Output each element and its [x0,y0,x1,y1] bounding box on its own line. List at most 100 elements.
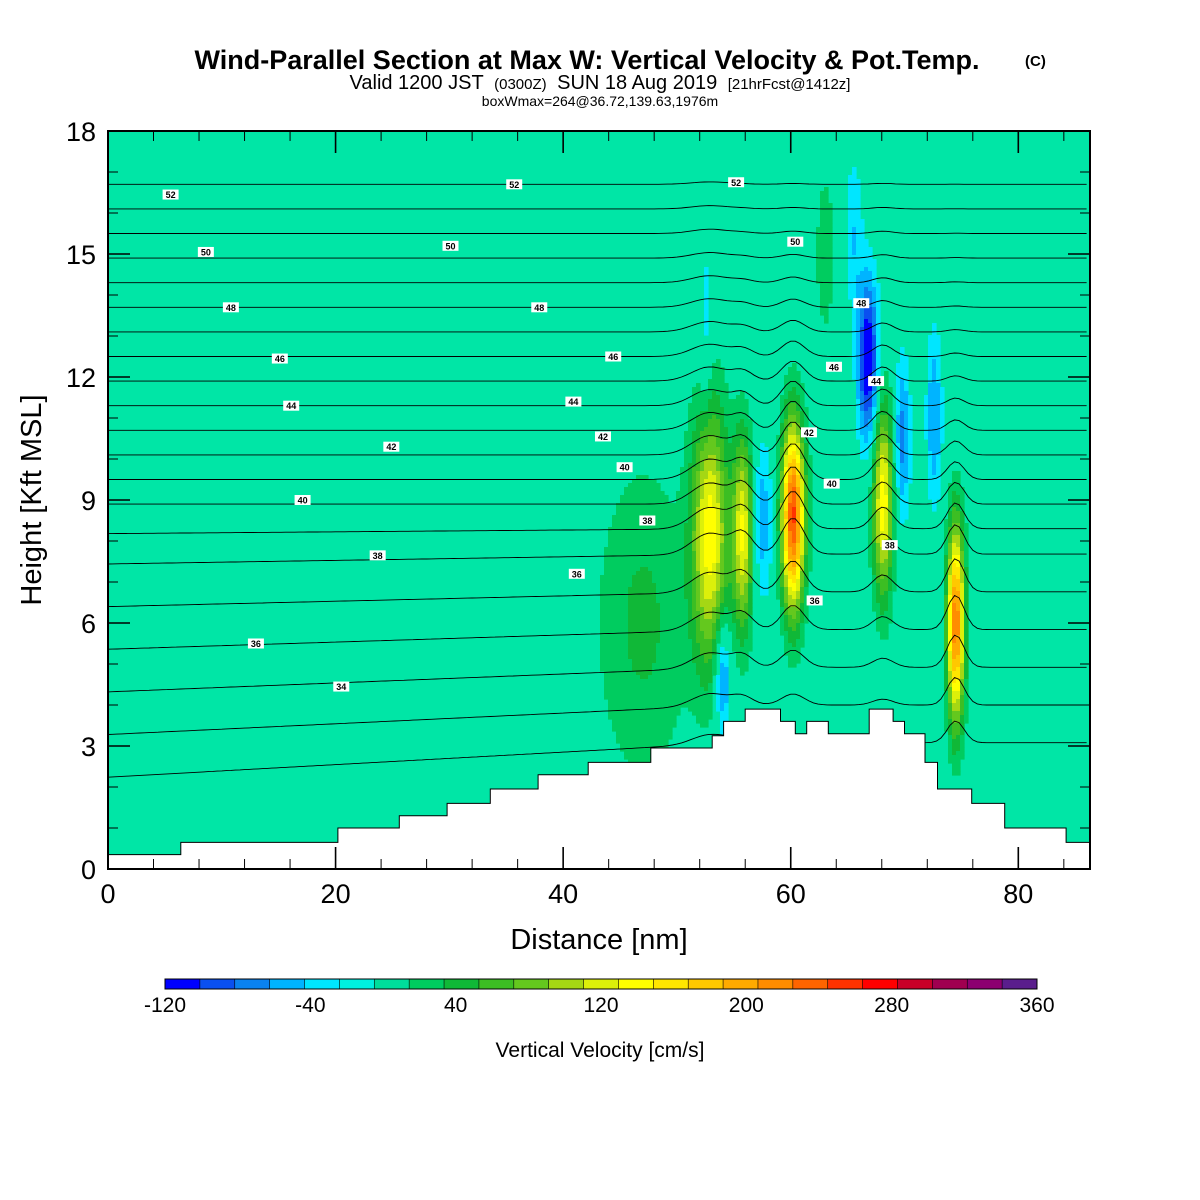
velocity-cell [872,275,877,280]
velocity-cell [744,583,749,588]
velocity-cell [784,499,789,504]
velocity-cell [884,455,889,460]
colorbar-swatch [618,979,654,989]
velocity-cell [864,327,873,332]
velocity-cell [720,435,729,440]
velocity-cell [960,727,965,732]
colorbar-swatch [932,979,968,989]
velocity-cell [796,587,801,592]
velocity-cell [764,555,773,560]
velocity-cell [604,683,701,688]
velocity-cell [944,523,949,528]
velocity-cell [944,623,949,628]
velocity-cell [748,615,753,620]
velocity-cell [780,495,785,500]
velocity-cell [848,199,861,204]
velocity-cell [708,683,713,688]
velocity-cell [720,647,725,652]
velocity-cell [944,715,949,720]
velocity-cell [724,579,737,584]
velocity-cell [700,599,717,604]
velocity-cell [684,435,693,440]
velocity-cell [720,579,725,584]
velocity-cell [876,427,881,432]
velocity-cell [776,595,781,600]
velocity-cell [748,447,753,452]
velocity-cell [948,575,953,580]
velocity-cell [804,519,809,524]
velocity-cell [896,419,901,424]
theta-contour [108,181,1087,185]
velocity-cell [756,559,773,564]
velocity-cell [864,415,873,420]
velocity-cell [724,607,729,612]
velocity-cell [692,611,701,616]
velocity-cell [872,603,881,608]
velocity-cell [908,447,913,452]
velocity-cell [732,523,737,528]
velocity-cell [880,475,885,480]
velocity-cell [876,419,881,424]
velocity-cell [700,587,705,592]
velocity-cell [760,571,769,576]
velocity-cell [784,387,793,392]
velocity-cell [788,435,797,440]
velocity-cell [868,519,873,524]
velocity-cell [948,547,953,552]
velocity-cell [720,563,725,568]
velocity-cell [696,603,701,608]
velocity-cell [872,555,877,560]
velocity-cell [948,739,953,744]
velocity-cell [804,563,809,568]
velocity-cell [928,363,933,368]
velocity-cell [748,579,753,584]
velocity-cell [716,607,721,612]
velocity-cell [804,559,809,564]
velocity-cell [780,467,785,472]
velocity-cell [960,711,965,716]
velocity-cell [856,415,861,420]
velocity-cell [900,439,905,444]
velocity-cell [936,467,941,472]
velocity-cell [776,467,781,472]
velocity-cell [948,595,953,600]
velocity-cell [888,551,893,556]
velocity-cell [784,543,789,548]
velocity-cell [864,335,873,340]
velocity-cell [780,403,785,408]
velocity-cell [788,427,797,432]
velocity-cell [620,743,669,748]
velocity-cell [868,423,873,428]
velocity-cell [848,251,853,256]
velocity-cell [884,479,889,484]
velocity-cell [688,631,697,636]
velocity-cell [700,579,705,584]
velocity-cell [776,567,781,572]
velocity-cell [868,391,873,396]
velocity-cell [948,743,953,748]
velocity-cell [784,647,801,652]
velocity-cell [744,559,749,564]
velocity-cell [948,727,953,732]
velocity-cell [948,703,953,708]
velocity-cell [952,595,961,600]
velocity-cell [744,619,749,624]
velocity-cell [680,487,689,492]
velocity-cell [964,559,969,564]
velocity-cell [724,559,733,564]
velocity-cell [848,239,853,244]
velocity-cell [952,671,961,676]
velocity-cell [792,587,797,592]
velocity-cell [728,471,733,476]
velocity-cell [872,367,877,372]
velocity-cell [864,359,873,364]
velocity-cell [736,527,741,532]
velocity-cell [704,447,721,452]
velocity-cell [964,667,969,672]
velocity-cell [692,447,697,452]
velocity-cell [632,479,657,484]
velocity-cell [856,307,861,312]
velocity-cell [944,579,949,584]
velocity-cell [956,699,961,704]
velocity-cell [692,443,697,448]
